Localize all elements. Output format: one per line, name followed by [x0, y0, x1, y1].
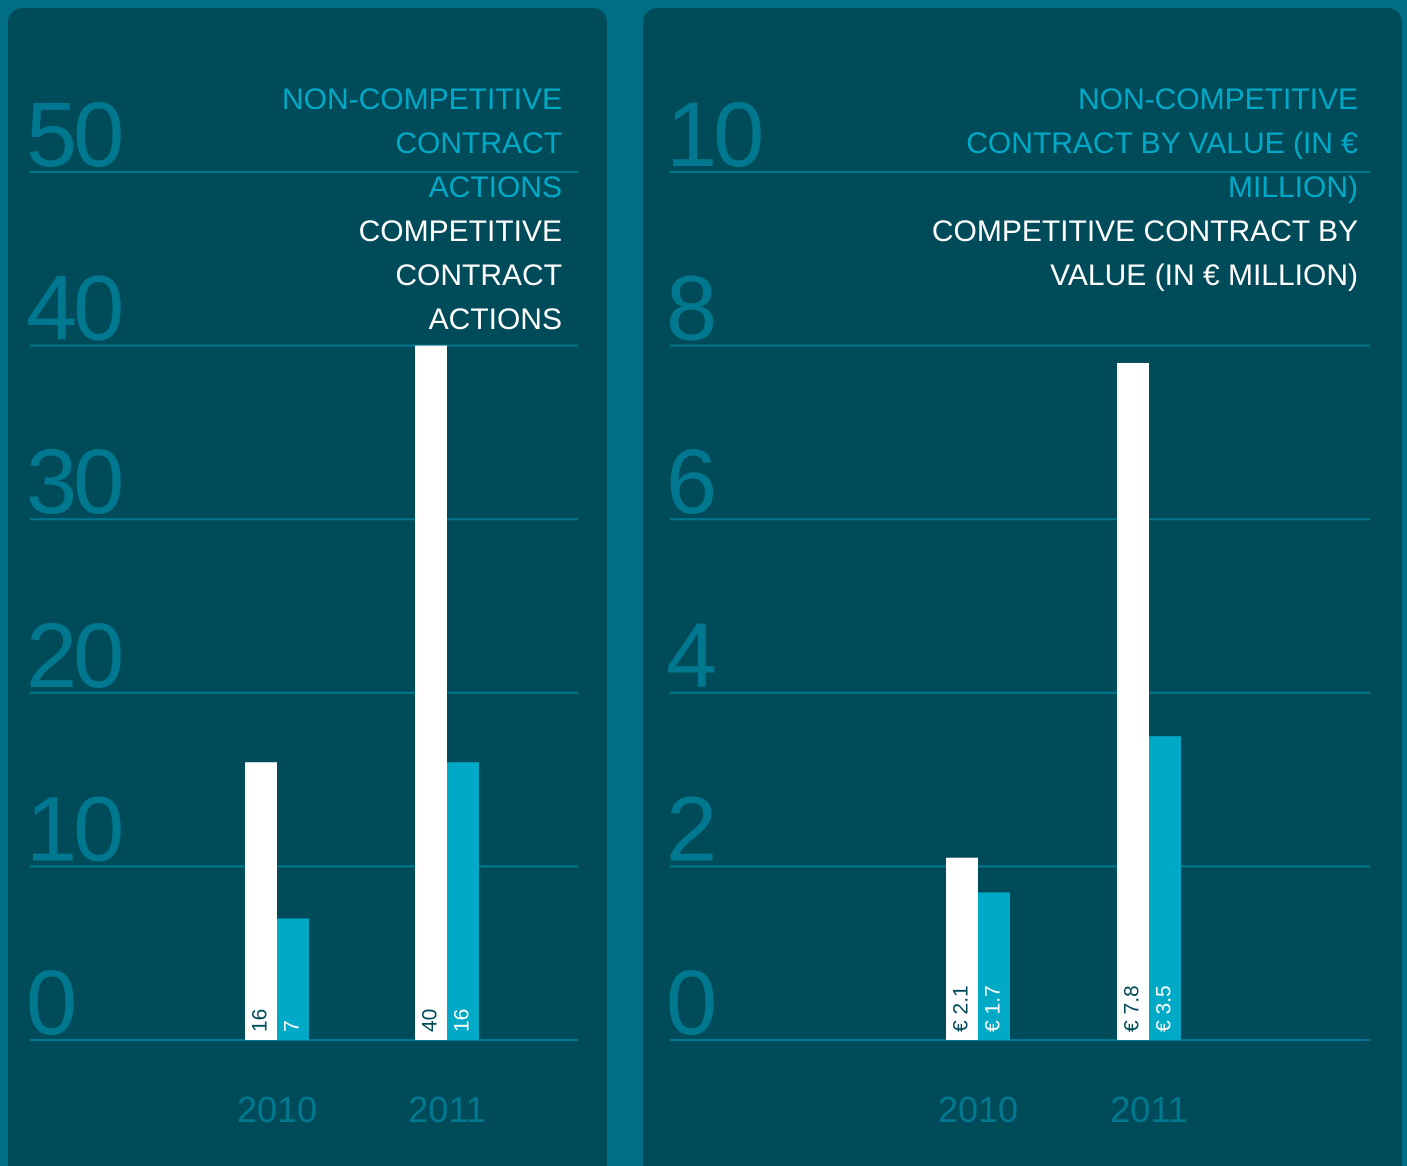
y-tick-label: 0	[26, 952, 74, 1054]
value-label: € 2.1	[950, 985, 973, 1032]
y-tick-label: 10	[26, 778, 121, 880]
y-tick-label: 2	[666, 778, 713, 880]
y-tick-label: 6	[666, 431, 714, 533]
x-tick-label: 2010	[938, 1089, 1018, 1130]
legend: NON-COMPETITIVE CONTRACT ACTIONS COMPETIT…	[262, 78, 562, 342]
legend: NON-COMPETITIVE CONTRACT BY VALUE (IN € …	[908, 78, 1358, 298]
value-label: € 3.5	[1153, 985, 1176, 1032]
bar	[447, 762, 479, 1040]
bar	[277, 918, 309, 1040]
value-label: 16	[249, 1009, 272, 1032]
y-tick-label: 50	[26, 84, 121, 186]
y-tick-label: 4	[666, 605, 715, 707]
x-tick-label: 2010	[237, 1089, 317, 1130]
y-tick-label: 30	[26, 431, 121, 533]
panel	[643, 8, 1402, 1166]
bar	[245, 762, 277, 1040]
y-tick-label: 8	[666, 258, 714, 360]
x-tick-label: 2011	[408, 1089, 485, 1130]
value-label: 7	[281, 1020, 304, 1032]
x-tick-label: 2011	[1110, 1089, 1187, 1130]
y-tick-label: 40	[26, 258, 121, 360]
value-label: € 7.8	[1121, 985, 1144, 1032]
bar	[946, 857, 978, 1040]
value-label: € 1.7	[982, 985, 1005, 1032]
bar	[1117, 362, 1149, 1041]
bar	[415, 345, 447, 1041]
y-tick-label: 10	[666, 84, 761, 186]
value-label: 16	[451, 1009, 474, 1032]
legend-entry: COMPETITIVE CONTRACT BY VALUE (IN € MILL…	[931, 215, 1358, 292]
y-tick-label: 20	[26, 605, 121, 707]
legend-entry: COMPETITIVE CONTRACT ACTIONS	[358, 215, 562, 336]
bar	[978, 892, 1010, 1040]
value-label: 40	[419, 1009, 442, 1032]
y-tick-label: 0	[666, 952, 714, 1054]
bar	[1149, 736, 1181, 1040]
legend-entry: NON-COMPETITIVE CONTRACT ACTIONS	[281, 83, 562, 204]
legend-entry: NON-COMPETITIVE CONTRACT BY VALUE (IN € …	[966, 83, 1358, 204]
